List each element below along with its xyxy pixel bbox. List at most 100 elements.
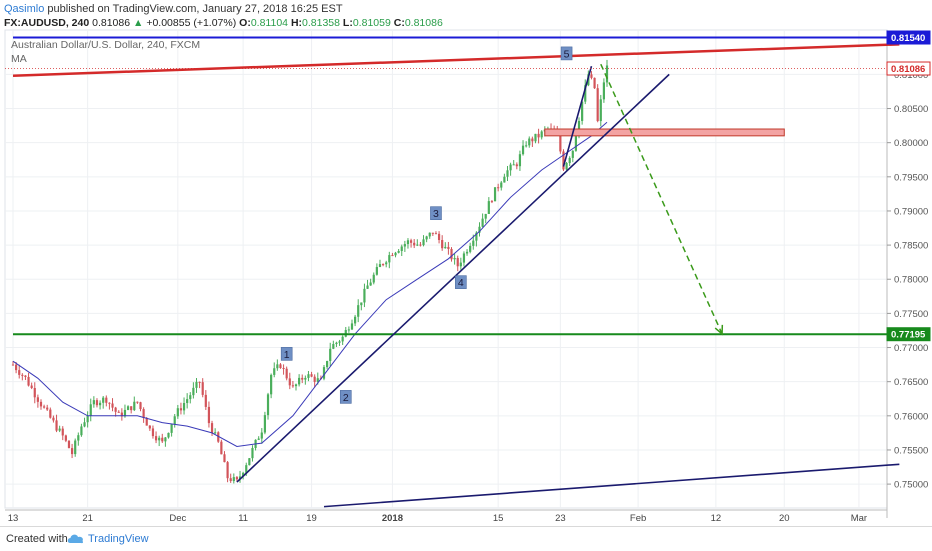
candle-body	[86, 415, 89, 423]
candle-body	[136, 401, 139, 403]
author-name[interactable]: Qasimlo	[4, 3, 45, 15]
candle-body	[120, 412, 123, 417]
wave-label: 4	[458, 277, 464, 289]
candle-body	[130, 406, 133, 411]
wave-label-box	[339, 390, 352, 404]
resistance-red-line	[12, 43, 900, 78]
x-tick-label: 21	[82, 513, 93, 524]
candle-body	[366, 285, 369, 289]
candle-body	[21, 374, 24, 376]
moving-average-line	[12, 121, 608, 448]
candle-body	[531, 138, 534, 142]
y-tick-label: 0.77500	[894, 309, 928, 320]
candle-body	[167, 432, 170, 438]
candle-body	[347, 329, 350, 331]
wave-label-box	[560, 46, 573, 61]
candle-body	[64, 435, 67, 441]
candle-body	[105, 397, 108, 403]
x-tick-label: Dec	[169, 513, 186, 524]
resistance-zone	[544, 128, 785, 137]
candle-body	[291, 385, 294, 387]
candle-body	[257, 438, 260, 440]
created-with-text: Created with	[6, 533, 68, 545]
candle-body	[571, 150, 574, 158]
candle-body	[322, 367, 326, 379]
candle-body	[145, 418, 148, 426]
candle-body	[77, 435, 80, 441]
x-tick-label: 19	[306, 513, 317, 524]
candle-body	[58, 428, 61, 431]
candle-body	[195, 381, 198, 388]
candle-body	[282, 367, 285, 369]
candle-body	[574, 136, 578, 151]
candle-body	[565, 162, 568, 170]
x-tick-label: 13	[8, 513, 19, 524]
candle-body	[220, 441, 223, 455]
candle-body	[437, 233, 441, 241]
price-chart[interactable]: 0.75000 0.75500 0.76000 0.76500 0.77000 0.775…	[0, 0, 932, 526]
candle-body	[528, 138, 531, 146]
candle-body	[450, 248, 453, 260]
y-tick-label: 0.80500	[894, 104, 928, 115]
candle-body	[148, 425, 151, 429]
ma-indicator-label: MA	[11, 53, 27, 65]
candle-body	[238, 476, 242, 480]
candle-body	[403, 244, 406, 247]
candle-body	[114, 407, 117, 412]
price-label: 0.81540	[891, 33, 925, 44]
candle-body	[369, 282, 372, 286]
price-label-box	[886, 61, 931, 76]
candle-body	[602, 82, 605, 100]
y-tick-label: 0.80000	[894, 138, 928, 149]
candle-body	[487, 201, 490, 214]
candle-body	[568, 157, 571, 163]
candle-body	[80, 426, 83, 436]
price-label-box	[886, 30, 931, 45]
price-label-box	[886, 327, 931, 342]
candle-body	[372, 274, 375, 283]
candle-body	[335, 342, 338, 345]
candle-body	[242, 472, 245, 477]
candle-body	[584, 85, 587, 102]
candle-body	[89, 404, 92, 416]
candle-body	[33, 388, 36, 398]
y-tick-label: 0.79500	[894, 172, 928, 183]
candle-body	[525, 145, 528, 147]
candle-body	[341, 336, 344, 342]
candle-body	[316, 378, 319, 382]
x-tick-label: 15	[493, 513, 504, 524]
symbol-label: FX:AUDUSD, 240	[4, 17, 90, 29]
candle-body	[52, 417, 55, 421]
tradingview-brand[interactable]: TradingView	[88, 533, 149, 545]
x-tick-label: 23	[555, 513, 566, 524]
candle-body	[117, 411, 120, 413]
y-tick-label: 0.78000	[894, 275, 928, 286]
chart-overlay-title: Australian Dollar/U.S. Dollar, 240, FXCM	[11, 39, 200, 51]
candle-body	[55, 420, 58, 431]
candle-body	[74, 440, 77, 455]
candle-body	[67, 440, 71, 449]
candle-body	[170, 424, 173, 433]
last-price: 0.81086	[92, 17, 131, 29]
candle-body	[294, 384, 298, 387]
published-text: published on TradingView.com, January 27…	[47, 3, 343, 15]
candle-body	[245, 465, 248, 473]
candle-body	[484, 213, 487, 219]
candle-body	[276, 364, 279, 369]
candle-body	[490, 201, 494, 203]
candle-body	[108, 402, 111, 404]
candle-body	[416, 244, 419, 246]
candle-body	[459, 262, 462, 267]
candle-body	[338, 341, 341, 343]
candle-body	[599, 99, 602, 122]
candle-body	[83, 422, 86, 427]
candle-body	[332, 344, 335, 349]
candle-body	[350, 323, 354, 330]
candle-body	[562, 151, 565, 170]
candle-body	[173, 416, 176, 425]
tradingview-cloud-icon[interactable]	[66, 532, 86, 545]
candle-body	[270, 374, 273, 395]
candle-body	[92, 400, 95, 405]
candle-body	[154, 436, 158, 441]
candle-body	[39, 401, 43, 407]
